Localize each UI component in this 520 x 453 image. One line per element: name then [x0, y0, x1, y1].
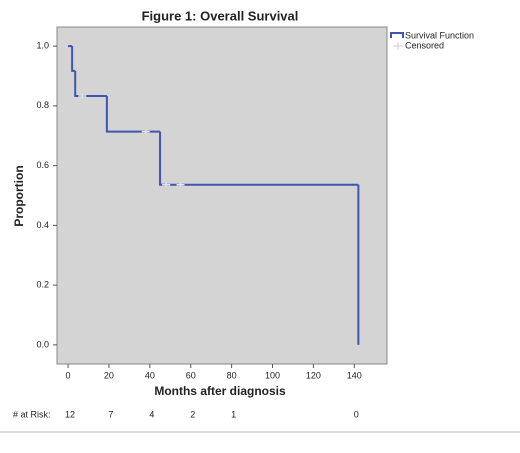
legend-swatch — [393, 42, 403, 50]
x-tick-label: 20 — [104, 370, 114, 380]
x-tick-label: 40 — [145, 370, 155, 380]
at-risk-value: 12 — [65, 409, 75, 419]
survival-step — [71, 46, 76, 72]
x-tick-label: 60 — [186, 370, 196, 380]
y-tick-label: 0.4 — [36, 220, 49, 230]
at-risk-value: 7 — [108, 409, 113, 419]
x-tick-label: 0 — [66, 370, 71, 380]
censor-mark — [141, 129, 150, 134]
y-tick-label: 0.6 — [36, 160, 49, 170]
legend-label: Survival Function — [405, 30, 474, 40]
censor-mark — [162, 182, 171, 187]
censor-mark — [176, 182, 185, 187]
at-risk-value: 2 — [190, 409, 195, 419]
x-tick-label: 120 — [306, 370, 321, 380]
x-tick-label: 100 — [265, 370, 280, 380]
survival-step — [74, 70, 107, 98]
x-tick-label: 80 — [227, 370, 237, 380]
survival-step — [159, 131, 359, 186]
at-risk-value: 0 — [354, 409, 359, 419]
legend-label: Censored — [405, 40, 444, 50]
y-tick-label: 1.0 — [36, 40, 49, 50]
x-tick-label: 140 — [347, 370, 362, 380]
at-risk-value: 1 — [231, 409, 236, 419]
y-tick-label: 0.2 — [36, 280, 49, 290]
y-tick-label: 0.0 — [36, 339, 49, 349]
at-risk-value: 4 — [149, 409, 154, 419]
y-axis-title: Proportion — [12, 165, 26, 226]
chart-title: Figure 1: Overall Survival — [142, 8, 299, 23]
at-risk-label: # at Risk: — [13, 409, 51, 419]
censor-mark — [78, 94, 87, 99]
plot-area — [56, 26, 388, 365]
x-axis-title: Months after diagnosis — [154, 384, 286, 398]
y-tick-label: 0.8 — [36, 100, 49, 110]
legend-swatch — [390, 32, 404, 38]
